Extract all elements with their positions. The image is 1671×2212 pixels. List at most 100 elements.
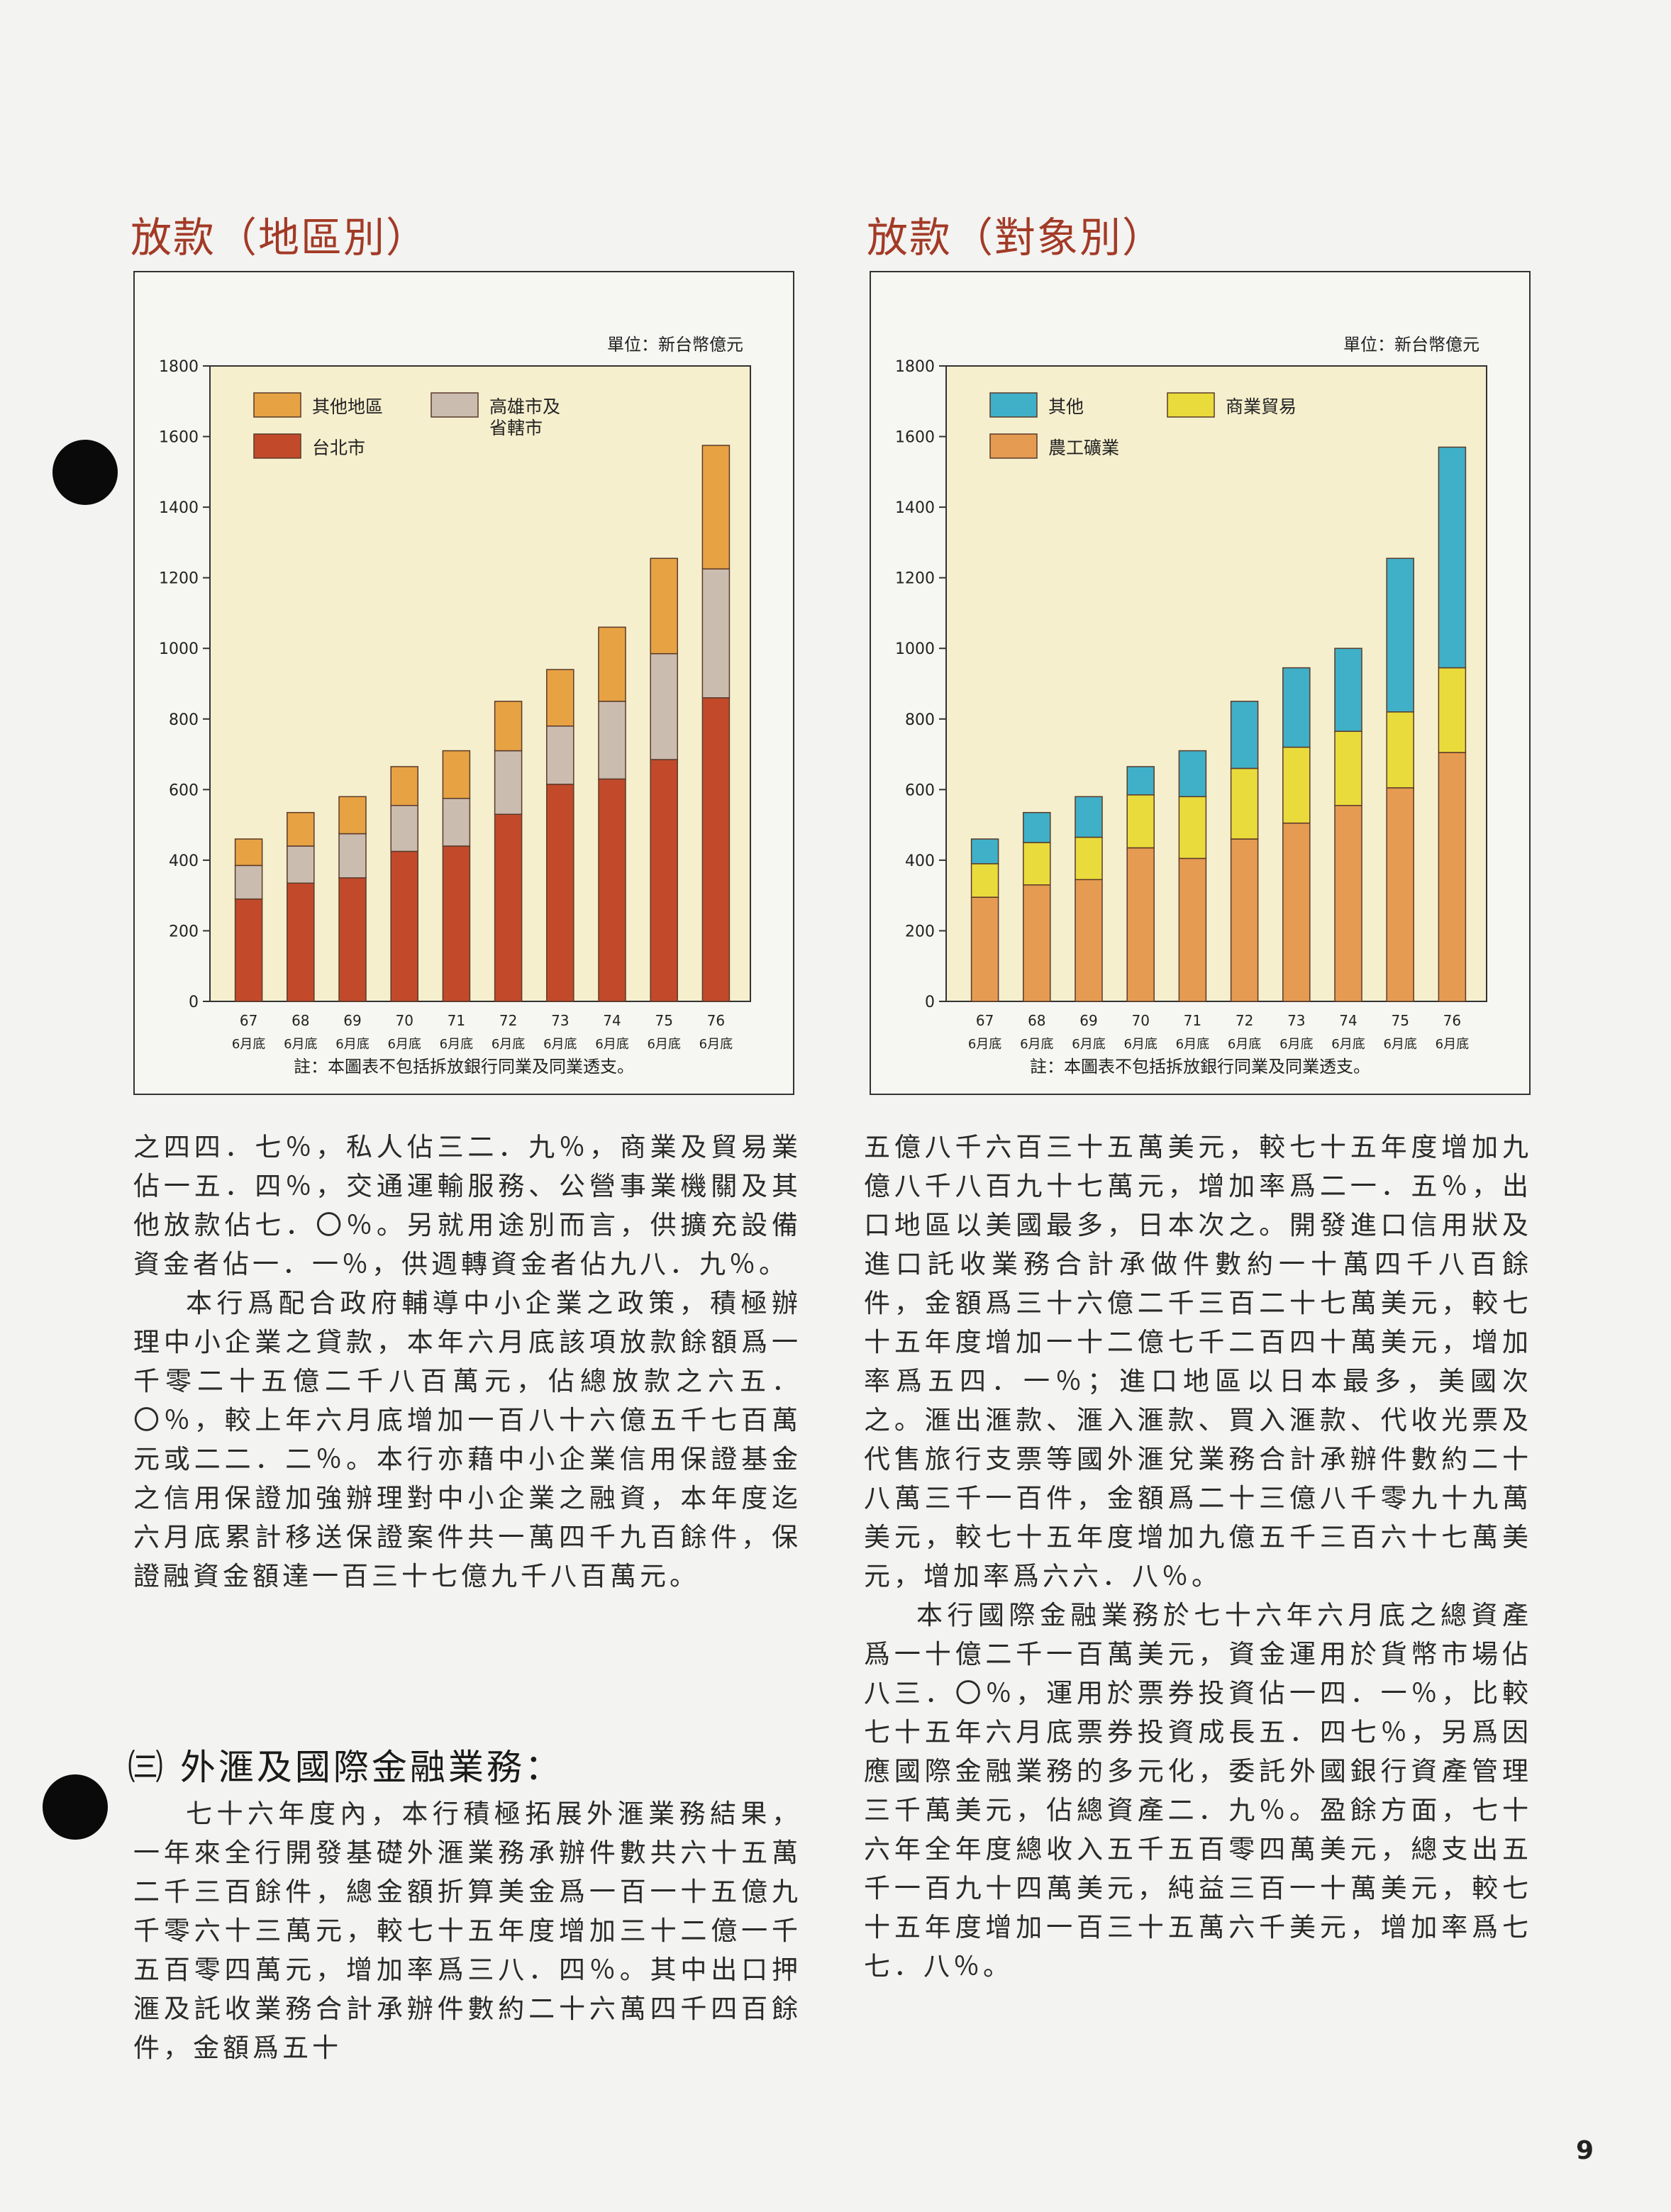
bar-segment xyxy=(338,877,367,1002)
bar-segment xyxy=(338,796,367,835)
legend-swatch xyxy=(253,433,301,459)
legend-swatch xyxy=(1167,392,1215,418)
y-tick-label: 200 xyxy=(169,923,199,940)
bar-segment xyxy=(1386,557,1414,713)
y-tick-label: 800 xyxy=(905,711,935,729)
bar-segment xyxy=(1438,446,1467,669)
chart-note: 註：本圖表不包括拆放銀行同業及同業透支。 xyxy=(1030,1057,1370,1077)
left-paragraph-3: 七十六年度內，本行積極拓展外滙業務結果，一年來全行開發基礎外滙業務承辦件數共六十… xyxy=(133,1799,801,2063)
left-column-forex: 七十六年度內，本行積極拓展外滙業務結果，一年來全行開發基礎外滙業務承辦件數共六十… xyxy=(133,1794,801,2067)
bar-segment xyxy=(287,882,315,1002)
x-tick-label: 72 xyxy=(1236,1012,1253,1029)
bar-segment xyxy=(598,626,626,702)
bar-segment xyxy=(650,557,678,655)
x-tick-sublabel: 6月底 xyxy=(1176,1037,1209,1052)
bar-segment xyxy=(494,813,523,1002)
bar-segment xyxy=(1126,847,1155,1002)
bar-segment xyxy=(1178,796,1207,860)
x-tick-sublabel: 6月底 xyxy=(1383,1037,1416,1052)
bar-segment xyxy=(1023,842,1051,886)
x-tick-label: 76 xyxy=(707,1012,725,1029)
y-tick-label: 0 xyxy=(925,994,935,1011)
x-tick-label: 76 xyxy=(1443,1012,1461,1029)
page-number: 9 xyxy=(1576,2136,1594,2165)
x-tick-label: 70 xyxy=(395,1012,413,1029)
section-heading-forex: ㈢ 外滙及國際金融業務： xyxy=(128,1747,563,1788)
x-tick-label: 67 xyxy=(976,1012,994,1029)
bar-segment xyxy=(1230,838,1259,1002)
x-tick-sublabel: 6月底 xyxy=(1123,1037,1157,1052)
legend-swatch xyxy=(253,392,301,418)
bar-segment xyxy=(1334,648,1362,732)
legend-label: 高雄市及 xyxy=(489,396,560,417)
x-tick-label: 71 xyxy=(1184,1012,1201,1029)
bar-segment xyxy=(970,896,999,1002)
y-tick-label: 600 xyxy=(905,782,935,799)
bar-segment xyxy=(1178,750,1207,798)
bar-segment xyxy=(1438,752,1467,1002)
x-tick-sublabel: 6月底 xyxy=(595,1037,628,1052)
x-tick-sublabel: 6月底 xyxy=(492,1037,525,1052)
bar-segment xyxy=(1126,766,1155,796)
bar-segment xyxy=(701,445,731,569)
legend-swatch xyxy=(989,392,1038,418)
y-tick-label: 600 xyxy=(169,782,199,799)
x-tick-sublabel: 6月底 xyxy=(1228,1037,1261,1052)
x-tick-sublabel: 6月底 xyxy=(1331,1037,1365,1052)
bar-segment xyxy=(234,865,263,900)
bar-segment xyxy=(546,669,574,727)
bar-segment xyxy=(1075,796,1103,838)
bar-segment xyxy=(1386,787,1414,1002)
bar-segment xyxy=(1386,711,1414,789)
chart-note: 註：本圖表不包括拆放銀行同業及同業透支。 xyxy=(294,1057,634,1077)
x-tick-sublabel: 6月底 xyxy=(284,1037,317,1052)
legend-label: 省轄市 xyxy=(489,418,543,438)
legend-label: 商業貿易 xyxy=(1226,396,1297,417)
y-tick-label: 200 xyxy=(905,923,935,940)
x-tick-sublabel: 6月底 xyxy=(543,1037,577,1052)
legend-label: 農工礦業 xyxy=(1048,438,1119,458)
bar-segment xyxy=(287,811,315,847)
bar-segment xyxy=(287,845,315,884)
bar-segment xyxy=(970,863,999,898)
x-tick-label: 73 xyxy=(1287,1012,1305,1029)
bar-segment xyxy=(1075,836,1103,881)
x-tick-label: 75 xyxy=(655,1012,672,1029)
chart-title-borrower: 放款（對象別） xyxy=(867,213,1165,262)
x-tick-label: 70 xyxy=(1131,1012,1149,1029)
bar-segment xyxy=(234,898,263,1002)
bar-segment xyxy=(650,759,678,1002)
legend-swatch xyxy=(431,392,479,418)
binder-hole-top xyxy=(52,440,118,505)
x-tick-sublabel: 6月底 xyxy=(968,1037,1001,1052)
x-tick-sublabel: 6月底 xyxy=(335,1037,369,1052)
y-tick-label: 1600 xyxy=(895,429,935,447)
bar-segment xyxy=(1334,804,1362,1002)
y-tick-label: 1000 xyxy=(895,640,935,658)
x-tick-label: 71 xyxy=(448,1012,465,1029)
bar-segment xyxy=(442,845,471,1002)
bar-segment xyxy=(442,750,471,799)
bar-segment xyxy=(1230,767,1259,840)
y-tick-label: 1600 xyxy=(159,429,199,447)
bar-segment xyxy=(598,701,626,780)
bar-segment xyxy=(1334,730,1362,806)
bar-segment xyxy=(1075,879,1103,1002)
bar-segment xyxy=(1282,746,1311,824)
bar-segment xyxy=(546,725,574,785)
legend-label: 其他地區 xyxy=(312,396,383,417)
binder-hole-bottom xyxy=(43,1774,108,1840)
bar-segment xyxy=(390,804,418,852)
bar-segment xyxy=(1230,701,1259,769)
bar-segment xyxy=(494,701,523,752)
x-tick-label: 74 xyxy=(603,1012,621,1029)
bar-segment xyxy=(650,652,678,760)
bar-segment xyxy=(1023,884,1051,1002)
unit-label: 單位：新台幣億元 xyxy=(1343,335,1480,355)
bar-segment xyxy=(970,838,999,865)
y-tick-label: 1000 xyxy=(159,640,199,658)
x-tick-sublabel: 6月底 xyxy=(699,1037,733,1052)
bar-segment xyxy=(442,798,471,847)
x-tick-label: 68 xyxy=(292,1012,309,1029)
right-column: 五億八千六百三十五萬美元，較七十五年度增加九億八千八百九十七萬元，增加率爲二一．… xyxy=(864,1128,1532,1986)
